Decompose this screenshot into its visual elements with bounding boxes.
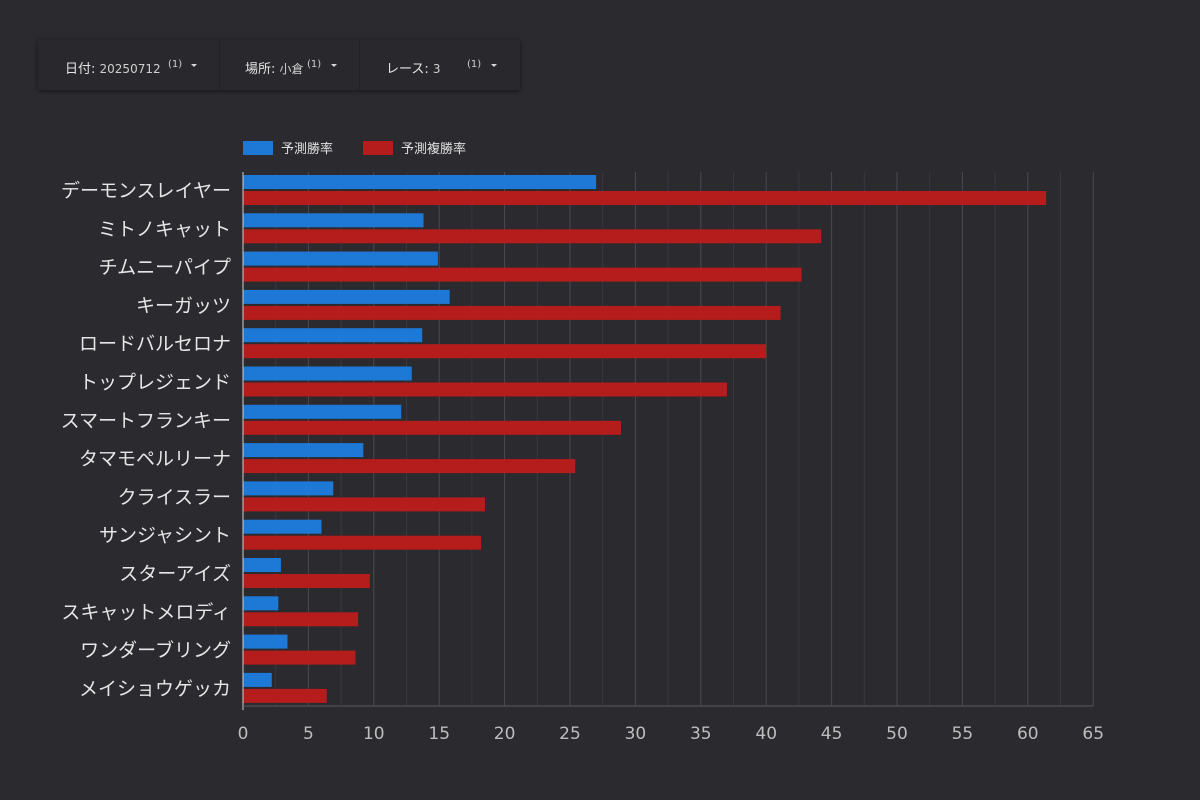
bar-place[interactable] xyxy=(243,497,485,512)
filter-date[interactable]: 日付: 20250712 (1) xyxy=(38,40,220,90)
filter-date-count: (1) xyxy=(168,59,183,70)
bar-win[interactable] xyxy=(243,443,364,458)
legend-label: 予測勝率 xyxy=(281,141,333,157)
filter-date-label: 日付: 20250712 xyxy=(65,62,161,77)
x-tick-label: 55 xyxy=(952,724,974,744)
x-tick-label: 0 xyxy=(238,724,249,744)
category-label: スキャットメロディ xyxy=(61,601,231,623)
x-tick-label: 20 xyxy=(494,724,516,744)
filter-race[interactable]: レース: 3 (1) xyxy=(360,40,520,90)
legend-label: 予測複勝率 xyxy=(401,141,466,157)
bar-place[interactable] xyxy=(243,267,802,282)
category-label: スマートフランキー xyxy=(61,410,231,432)
x-tick-label: 10 xyxy=(363,724,385,744)
x-tick-label: 35 xyxy=(690,724,712,744)
filter-bar: 日付: 20250712 (1) 場所: 小倉 (1) レース: 3 (1) xyxy=(38,40,520,90)
bar-place[interactable] xyxy=(243,382,727,397)
filter-race-label: レース: 3 xyxy=(386,62,441,77)
category-label: タマモペルリーナ xyxy=(79,448,231,470)
legend-swatch xyxy=(363,141,393,155)
bar-place[interactable] xyxy=(243,344,767,359)
category-label: メイショウゲッカ xyxy=(79,678,231,700)
bar-place[interactable] xyxy=(243,574,370,588)
category-label: キーガッツ xyxy=(136,295,231,317)
x-tick-label: 25 xyxy=(559,724,581,744)
category-label: ワンダーブリング xyxy=(80,639,231,662)
bar-win[interactable] xyxy=(243,596,279,611)
category-label: デーモンスレイヤー xyxy=(61,180,231,202)
bar-place[interactable] xyxy=(243,650,356,665)
bar-place[interactable] xyxy=(243,191,1047,205)
category-label: ミトノキャット xyxy=(98,218,231,240)
filter-place-label: 場所: 小倉 xyxy=(245,62,304,77)
x-tick-label: 50 xyxy=(886,724,908,744)
bar-place[interactable] xyxy=(243,420,622,435)
bar-win[interactable] xyxy=(243,175,597,189)
bar-win[interactable] xyxy=(243,366,412,381)
bar-place[interactable] xyxy=(243,612,359,627)
bar-win[interactable] xyxy=(243,634,288,649)
bar-win[interactable] xyxy=(243,213,424,228)
category-label: チムニーパイプ xyxy=(99,257,231,279)
chevron-down-icon[interactable] xyxy=(491,64,497,67)
bar-win[interactable] xyxy=(243,289,450,304)
category-label: クライスラー xyxy=(118,486,231,508)
bar-place[interactable] xyxy=(243,688,327,703)
bar-win[interactable] xyxy=(243,328,423,343)
x-tick-label: 15 xyxy=(428,724,450,744)
x-tick-label: 30 xyxy=(625,724,647,744)
x-tick-label: 45 xyxy=(821,724,843,744)
bar-place[interactable] xyxy=(243,229,822,244)
bar-win[interactable] xyxy=(243,251,438,266)
category-label: スターアイズ xyxy=(119,563,231,585)
category-label: ロードバルセロナ xyxy=(79,333,231,355)
x-tick-label: 40 xyxy=(755,724,777,744)
x-tick-label: 5 xyxy=(303,724,314,744)
bar-win[interactable] xyxy=(243,404,402,419)
filter-race-count: (1) xyxy=(467,59,482,70)
chevron-down-icon[interactable] xyxy=(191,64,197,67)
bar-win[interactable] xyxy=(243,558,281,572)
filter-place[interactable]: 場所: 小倉 (1) xyxy=(220,40,360,90)
bar-place[interactable] xyxy=(243,305,781,320)
x-tick-label: 65 xyxy=(1082,724,1104,744)
bar-place[interactable] xyxy=(243,459,576,474)
chevron-down-icon[interactable] xyxy=(331,64,337,67)
x-tick-label: 60 xyxy=(1017,724,1039,744)
bar-place[interactable] xyxy=(243,535,482,550)
filter-place-count: (1) xyxy=(307,59,322,70)
bar-win[interactable] xyxy=(243,481,334,496)
legend-swatch xyxy=(243,141,273,155)
bar-win[interactable] xyxy=(243,672,272,687)
category-label: トップレジェンド xyxy=(79,372,231,394)
bar-win[interactable] xyxy=(243,519,322,534)
category-label: サンジャシント xyxy=(99,525,231,547)
